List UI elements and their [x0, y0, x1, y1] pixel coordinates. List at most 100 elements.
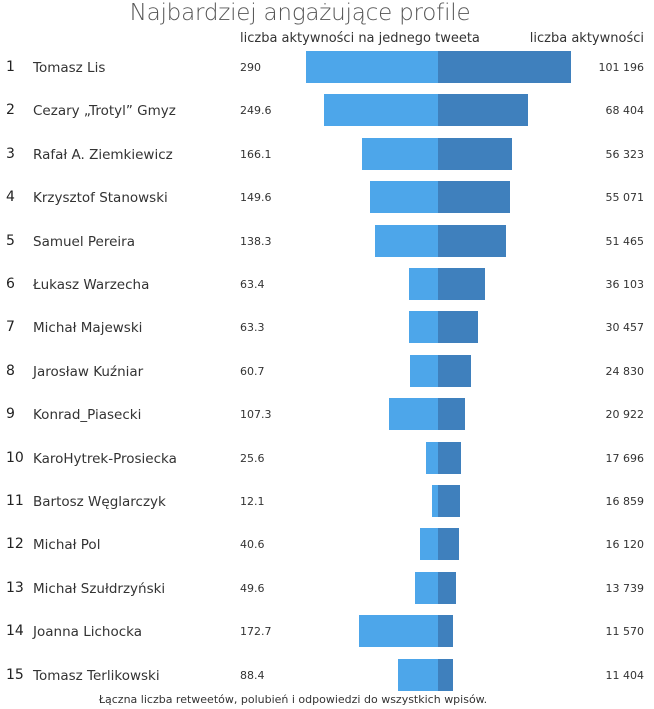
- row-name: Tomasz Terlikowski: [33, 667, 160, 684]
- total-bar: [438, 311, 479, 344]
- per-tweet-bar: [375, 224, 438, 257]
- total-value-label: 17 696: [605, 451, 645, 465]
- chart-title: Najbardziej angażujące profile: [129, 0, 471, 26]
- per-tweet-bar: [432, 485, 438, 517]
- row-rank: 4: [6, 189, 15, 206]
- chart-row: 2 Cezary „Trotyl” Gmyz 249.6 68 404: [0, 89, 654, 132]
- row-name: Cezary „Trotyl” Gmyz: [33, 103, 176, 120]
- chart-row: 15 Tomasz Terlikowski 88.4 11 404: [0, 654, 654, 697]
- per-tweet-value-label: 40.6: [240, 538, 265, 552]
- chart-row: 12 Michał Pol 40.6 16 120: [0, 523, 654, 566]
- row-name: Bartosz Węglarczyk: [33, 494, 166, 510]
- per-tweet-value-label: 249.6: [240, 104, 272, 118]
- chart-row: 5 Samuel Pereira 138.3 51 465: [0, 220, 654, 263]
- total-value-label: 13 739: [605, 581, 645, 595]
- row-name: Michał Pol: [33, 537, 101, 554]
- row-name: Tomasz Lis: [33, 60, 106, 76]
- chart-row: 9 Konrad_Piasecki 107.3 20 922: [0, 393, 654, 436]
- total-bar: [438, 528, 460, 561]
- chart-row: 1 Tomasz Lis 290 101 196: [0, 46, 654, 89]
- total-value-label: 16 120: [605, 538, 645, 552]
- per-tweet-value-label: 138.3: [240, 234, 272, 248]
- row-rank: 10: [6, 449, 24, 466]
- per-tweet-bar: [389, 398, 438, 431]
- per-tweet-value-label: 25.6: [240, 451, 265, 465]
- row-rank: 15: [6, 666, 24, 683]
- per-tweet-bar: [369, 181, 438, 214]
- per-tweet-bar: [359, 615, 438, 648]
- total-value-label: 56 323: [605, 147, 645, 161]
- per-tweet-bar: [419, 528, 438, 561]
- row-rank: 5: [6, 232, 15, 249]
- per-tweet-bar: [410, 354, 438, 387]
- row-rank: 14: [6, 623, 24, 640]
- row-rank: 7: [6, 319, 15, 336]
- chart-row: 3 Rafał A. Ziemkiewicz 166.1 56 323: [0, 133, 654, 176]
- per-tweet-bar: [426, 441, 438, 474]
- row-name: Joanna Lichocka: [33, 624, 142, 641]
- total-bar: [438, 658, 453, 691]
- per-tweet-value-label: 290: [240, 61, 261, 74]
- row-rank: 11: [6, 493, 24, 509]
- chart-row: 4 Krzysztof Stanowski 149.6 55 071: [0, 176, 654, 219]
- row-name: Konrad_Piasecki: [33, 407, 142, 424]
- row-rank: 13: [6, 579, 24, 596]
- row-rank: 6: [6, 276, 15, 292]
- total-value-label: 68 404: [605, 104, 645, 118]
- per-tweet-value-label: 63.4: [240, 278, 265, 291]
- chart-row: 14 Joanna Lichocka 172.7 11 570: [0, 610, 654, 653]
- total-bar: [438, 94, 528, 127]
- total-bar: [438, 354, 471, 387]
- row-rank: 1: [6, 59, 15, 75]
- total-value-label: 55 071: [605, 191, 645, 205]
- total-bar: [438, 51, 571, 83]
- row-rank: 12: [6, 536, 24, 553]
- per-tweet-bar: [409, 311, 438, 344]
- total-value-label: 30 457: [605, 321, 645, 335]
- chart-row: 6 Łukasz Warzecha 63.4 36 103: [0, 263, 654, 306]
- per-tweet-value-label: 12.1: [240, 495, 265, 508]
- total-value-label: 11 570: [605, 625, 645, 639]
- row-name: Krzysztof Stanowski: [33, 190, 168, 207]
- chart-row: 13 Michał Szułdrzyński 49.6 13 739: [0, 567, 654, 610]
- row-rank: 3: [6, 145, 15, 162]
- per-tweet-bar: [362, 137, 438, 170]
- per-tweet-bar: [306, 51, 438, 83]
- per-tweet-value-label: 63.3: [240, 321, 265, 335]
- header-total: liczba aktywności: [529, 31, 644, 46]
- total-value-label: 51 465: [605, 234, 645, 248]
- total-value-label: 16 859: [605, 495, 645, 508]
- per-tweet-value-label: 60.7: [240, 364, 265, 378]
- total-value-label: 11 404: [605, 668, 645, 682]
- per-tweet-bar: [397, 658, 438, 691]
- row-rank: 2: [6, 102, 15, 119]
- total-value-label: 36 103: [605, 278, 645, 291]
- per-tweet-value-label: 107.3: [240, 408, 272, 422]
- row-name: Michał Szułdrzyński: [33, 580, 166, 597]
- row-rank: 8: [6, 362, 15, 379]
- total-bar: [438, 398, 466, 431]
- chart-row: 11 Bartosz Węglarczyk 12.1 16 859: [0, 480, 654, 523]
- total-bar: [438, 181, 511, 214]
- chart-row: 10 KaroHytrek-Prosiecka 25.6 17 696: [0, 437, 654, 480]
- total-bar: [438, 137, 513, 170]
- per-tweet-bar: [324, 94, 438, 127]
- per-tweet-bar: [415, 571, 438, 604]
- total-bar: [438, 571, 457, 604]
- total-bar: [438, 485, 461, 517]
- per-tweet-value-label: 88.4: [240, 668, 265, 682]
- row-name: Samuel Pereira: [33, 233, 135, 250]
- per-tweet-value-label: 149.6: [240, 191, 272, 205]
- per-tweet-bar: [409, 268, 438, 300]
- row-name: Łukasz Warzecha: [33, 277, 150, 293]
- row-name: Michał Majewski: [33, 320, 143, 337]
- total-value-label: 20 922: [605, 408, 645, 422]
- row-name: KaroHytrek-Prosiecka: [33, 450, 177, 467]
- total-bar: [438, 224, 506, 257]
- total-bar: [438, 615, 454, 648]
- row-rank: 9: [6, 406, 15, 423]
- header-per-tweet: liczba aktywności na jednego tweeta: [240, 31, 480, 46]
- row-name: Rafał A. Ziemkiewicz: [33, 146, 173, 163]
- row-name: Jarosław Kuźniar: [33, 363, 144, 380]
- total-bar: [438, 268, 486, 300]
